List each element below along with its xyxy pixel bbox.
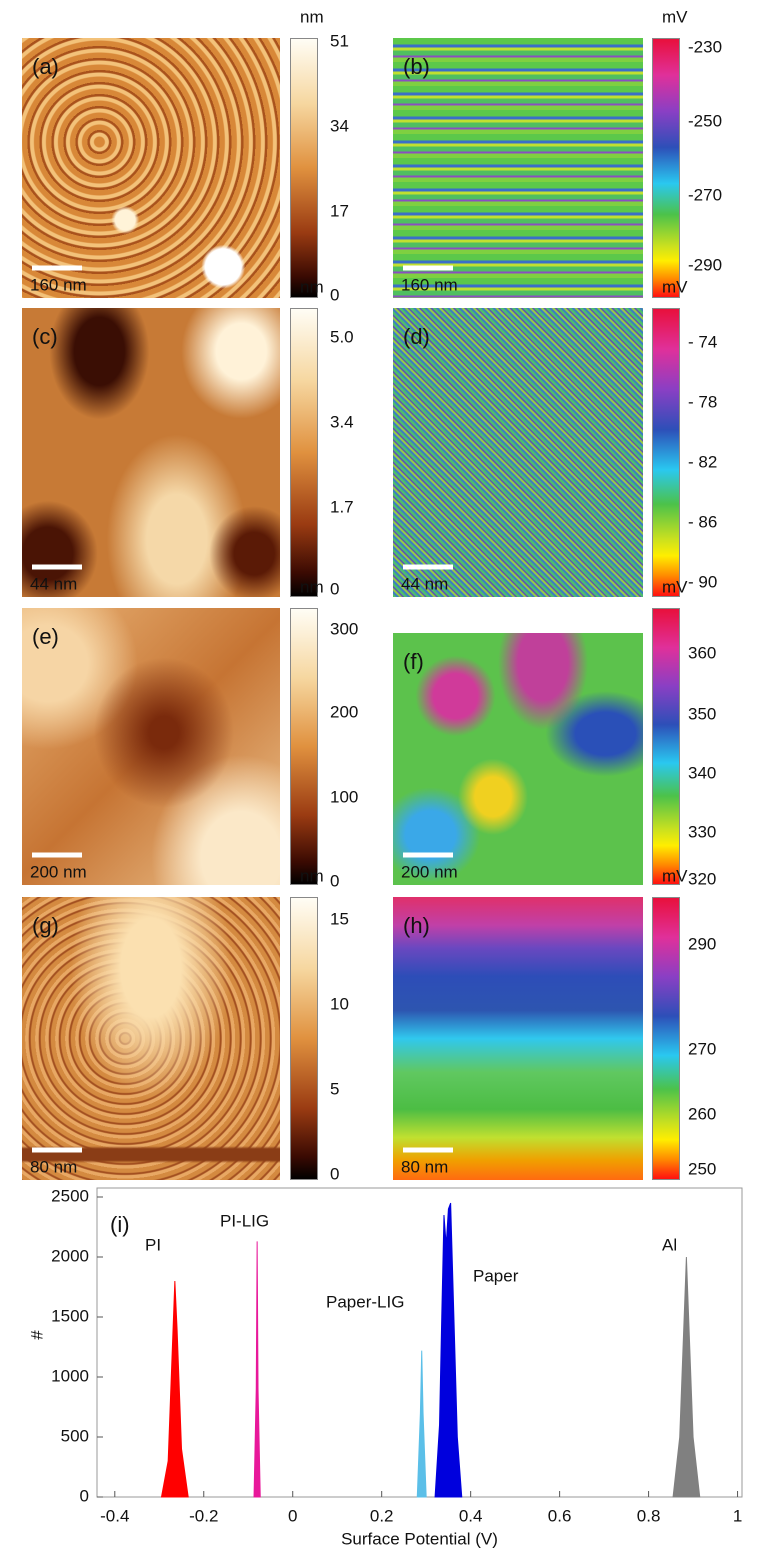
scale-bar-label: 80 nm: [401, 1157, 448, 1176]
colorbar-unit: mV: [662, 577, 688, 596]
x-tick-label: 0.2: [370, 1506, 394, 1525]
panel-label: (b): [403, 54, 430, 79]
colorbar-tick-label: 350: [688, 704, 716, 723]
x-tick-label: 0.4: [459, 1506, 483, 1525]
panel-label: (a): [32, 54, 59, 79]
colorbar-unit: nm: [300, 577, 324, 596]
colorbar-tick-label: 100: [330, 787, 358, 806]
panel-label: (f): [403, 649, 424, 674]
series-label: Paper: [473, 1266, 519, 1285]
scale-bar-label: 200 nm: [401, 862, 458, 881]
histogram-area: [435, 1203, 462, 1497]
series-label: PI: [145, 1235, 161, 1254]
scale-bar-label: 200 nm: [30, 862, 87, 881]
y-tick-label: 1500: [51, 1306, 89, 1325]
colorbar-tick-label: 17: [330, 201, 349, 220]
histogram-area: [254, 1241, 260, 1497]
x-tick-label: 0.6: [548, 1506, 572, 1525]
y-tick-label: 2000: [51, 1246, 89, 1265]
colorbar-tick-label: 5.0: [330, 327, 354, 346]
colorbar-tick-label: - 86: [688, 512, 717, 531]
colorbar-tick-label: - 90: [688, 572, 717, 591]
colorbar-tick-label: 330: [688, 822, 716, 841]
colorbar-tick-label: 0: [330, 1164, 339, 1183]
scale-bar-label: 160 nm: [401, 275, 458, 294]
colorbar-tick-label: 0: [330, 579, 339, 598]
colorbar-tick-label: -270: [688, 185, 722, 204]
panel-label: (i): [110, 1212, 130, 1237]
y-axis-label: #: [27, 1330, 46, 1340]
histogram-area: [417, 1351, 426, 1497]
panel-label: (g): [32, 913, 59, 938]
colorbar-unit: nm: [300, 866, 324, 885]
colorbar-tick-label: 340: [688, 763, 716, 782]
colorbar-tick-label: 5: [330, 1079, 339, 1098]
y-tick-label: 0: [80, 1486, 89, 1505]
y-tick-label: 2500: [51, 1186, 89, 1205]
histogram-area: [673, 1257, 700, 1497]
histogram-area: [162, 1281, 189, 1497]
colorbar-tick-label: 200: [330, 702, 358, 721]
colorbar-tick-label: 34: [330, 116, 349, 135]
series-label: Paper-LIG: [326, 1292, 404, 1311]
x-tick-label: -0.4: [100, 1506, 129, 1525]
colorbar-tick-label: - 78: [688, 392, 717, 411]
colorbar-tick-label: 260: [688, 1104, 716, 1123]
colorbar-unit: nm: [300, 277, 324, 296]
colorbar-tick-label: -250: [688, 111, 722, 130]
scale-bar-label: 44 nm: [30, 574, 77, 593]
scale-bar-label: 160 nm: [30, 275, 87, 294]
x-tick-label: -0.2: [189, 1506, 218, 1525]
panel-label: (e): [32, 624, 59, 649]
y-tick-label: 1000: [51, 1366, 89, 1385]
x-tick-label: 0.8: [637, 1506, 661, 1525]
series-label: PI-LIG: [220, 1211, 269, 1230]
panel-label: (h): [403, 913, 430, 938]
colorbar-unit: mV: [662, 7, 688, 26]
y-tick-label: 500: [61, 1426, 89, 1445]
colorbar-tick-label: 320: [688, 869, 716, 888]
scale-bar-label: 80 nm: [30, 1157, 77, 1176]
figure-overlay: (a)160 nmnm5134170(b)160 nmmV-230-250-27…: [0, 0, 764, 1551]
x-axis-label: Surface Potential (V): [341, 1529, 498, 1548]
colorbar-tick-label: 300: [330, 619, 358, 638]
series-label: Al: [662, 1235, 677, 1254]
colorbar-tick-label: 1.7: [330, 497, 354, 516]
colorbar-unit: nm: [300, 7, 324, 26]
colorbar-tick-label: 15: [330, 909, 349, 928]
colorbar-tick-label: - 74: [688, 332, 717, 351]
colorbar-tick-label: 3.4: [330, 412, 354, 431]
colorbar-tick-label: -290: [688, 255, 722, 274]
colorbar-tick-label: - 82: [688, 452, 717, 471]
colorbar-tick-label: -230: [688, 37, 722, 56]
scale-bar-label: 44 nm: [401, 574, 448, 593]
panel-label: (d): [403, 324, 430, 349]
colorbar-tick-label: 0: [330, 871, 339, 890]
colorbar-tick-label: 270: [688, 1039, 716, 1058]
x-tick-label: 0: [288, 1506, 297, 1525]
figure: (a)160 nmnm5134170(b)160 nmmV-230-250-27…: [0, 0, 764, 1551]
x-tick-label: 1: [733, 1506, 742, 1525]
colorbar-tick-label: 10: [330, 994, 349, 1013]
colorbar-tick-label: 290: [688, 934, 716, 953]
colorbar-tick-label: 250: [688, 1159, 716, 1178]
colorbar-unit: mV: [662, 866, 688, 885]
panel-label: (c): [32, 324, 58, 349]
colorbar-tick-label: 51: [330, 31, 349, 50]
colorbar-tick-label: 360: [688, 643, 716, 662]
colorbar-tick-label: 0: [330, 285, 339, 304]
colorbar-unit: mV: [662, 277, 688, 296]
